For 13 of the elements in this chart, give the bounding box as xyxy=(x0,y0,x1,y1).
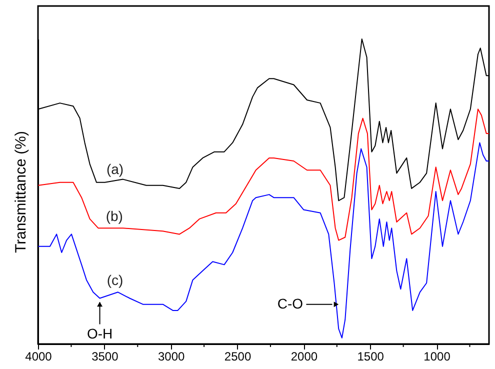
x-tick-label: 3000 xyxy=(158,350,186,364)
annotation: (b) xyxy=(106,208,123,224)
x-tick-label: 3500 xyxy=(92,350,119,364)
x-tick-label: 1500 xyxy=(357,350,384,364)
annotation: O-H xyxy=(86,325,113,342)
x-tick-label: 2500 xyxy=(224,350,252,364)
annotation: (a) xyxy=(106,160,124,177)
x-tick-label: 1000 xyxy=(424,350,451,364)
annotation: (c) xyxy=(106,272,124,288)
annotation: C-O xyxy=(277,295,304,312)
y-axis-title: Transmittance (%) xyxy=(12,131,30,253)
x-tick-label: 2000 xyxy=(290,350,318,364)
x-tick-label: 4000 xyxy=(25,350,52,364)
